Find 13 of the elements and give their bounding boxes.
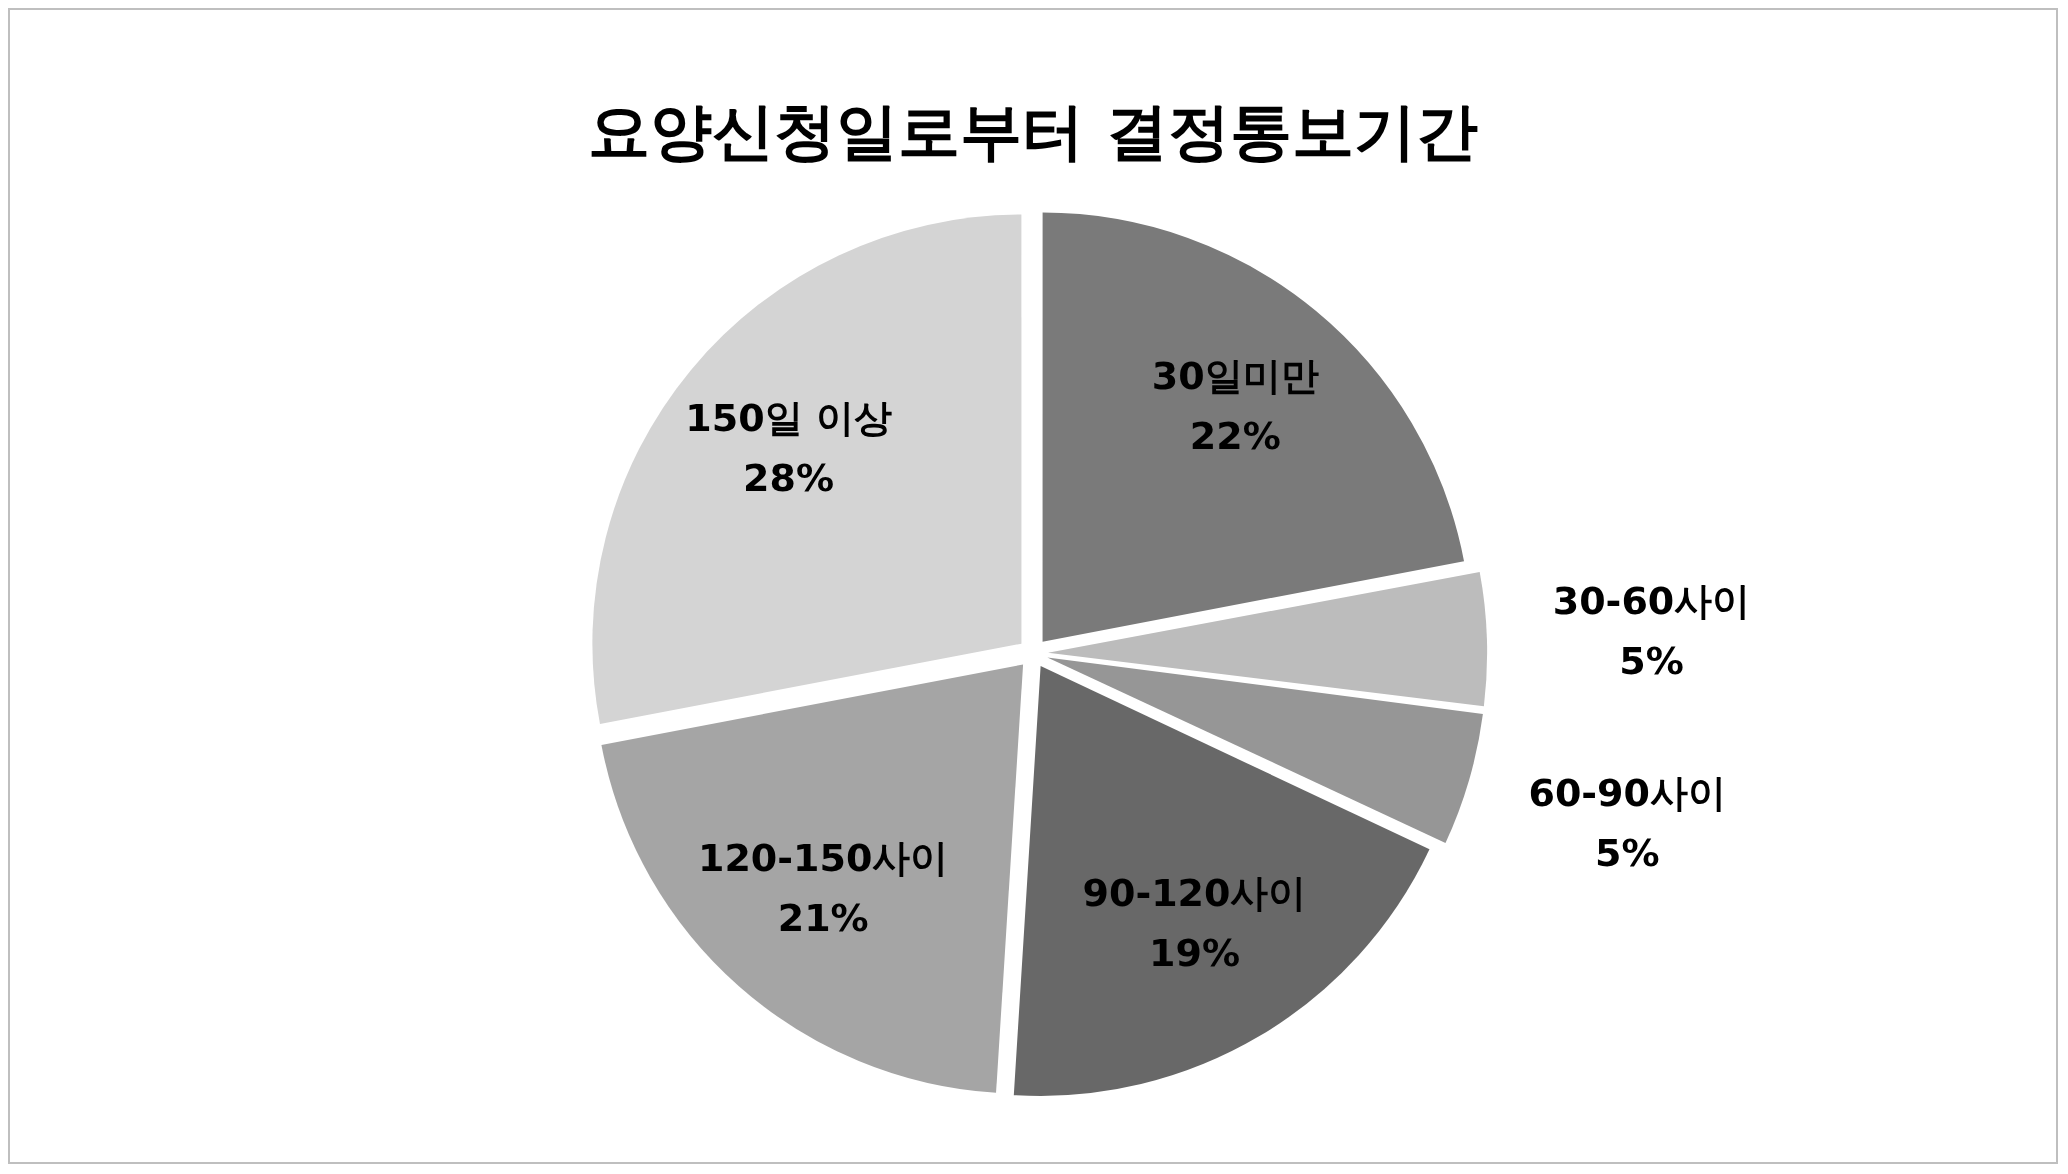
data-label: 5% [1619,638,1684,683]
slice-label: 60-90사이 [1528,770,1726,815]
data-label: 22% [1189,413,1281,458]
data-label: 21% [777,896,869,941]
slice-label: 30-60사이 [1552,578,1751,623]
slice-label: 90-120사이 [1082,871,1307,916]
chart-title: 요양신청일로부터 결정통보기간 [588,95,1478,169]
data-label: 28% [743,455,835,500]
slice-label: 150일 이상 [685,395,892,440]
data-label: 5% [1594,830,1660,875]
slice-label: 120-150사이 [697,836,949,881]
slice-label: 30일미만 [1151,353,1319,398]
data-label: 19% [1149,931,1240,976]
